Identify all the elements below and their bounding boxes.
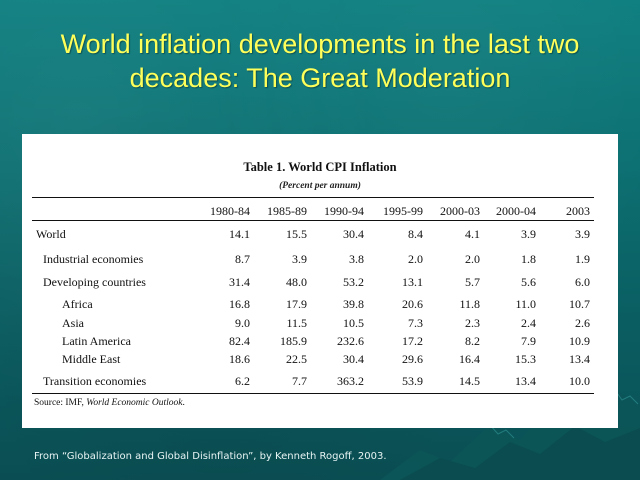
column-header: 1995-99: [383, 204, 423, 218]
table-cell: 30.4: [343, 227, 364, 241]
table-panel: Table 1. World CPI Inflation (Percent pe…: [22, 134, 618, 428]
column-header: 2003: [566, 204, 590, 218]
slide-title: World inflation developments in the last…: [20, 27, 620, 95]
table-cell: 3.8: [349, 252, 364, 266]
table-cell: 1.9: [575, 252, 590, 266]
column-header: 1985-89: [267, 204, 307, 218]
table-cell: 363.2: [337, 374, 364, 388]
table-cell: 11.8: [459, 297, 480, 311]
table-cell: 8.7: [235, 252, 250, 266]
table-cell: 13.1: [402, 275, 423, 289]
table-cell: 5.6: [521, 275, 536, 289]
row-label: Transition economies: [43, 374, 147, 388]
table-cell: 7.7: [292, 374, 307, 388]
table-cell: 29.6: [402, 352, 423, 366]
table-cell: 2.0: [408, 252, 423, 266]
source-title: World Economic Outlook: [86, 398, 183, 408]
table-cell: 10.7: [569, 297, 590, 311]
table-cell: 17.2: [402, 334, 423, 348]
table-cell: 11.5: [286, 316, 307, 330]
table-cell: 15.5: [286, 227, 307, 241]
table-cell: 185.9: [280, 334, 307, 348]
attribution-footnote: From “Globalization and Global Disinflat…: [34, 451, 387, 462]
table-cell: 3.9: [521, 227, 536, 241]
table-cell: 30.4: [343, 352, 364, 366]
row-label: Middle East: [62, 352, 121, 366]
table-cell: 2.0: [465, 252, 480, 266]
table-cell: 2.6: [575, 316, 590, 330]
table-cell: 17.9: [286, 297, 307, 311]
table-cell: 20.6: [402, 297, 423, 311]
table-cell: 4.1: [465, 227, 480, 241]
table-subtitle: (Percent per annum): [279, 181, 361, 191]
table-cell: 8.2: [465, 334, 480, 348]
table-cell: 53.9: [402, 374, 423, 388]
table-cell: 9.0: [235, 316, 250, 330]
table-cell: 14.5: [459, 374, 480, 388]
table-cell: 10.9: [569, 334, 590, 348]
table-cell: 2.3: [465, 316, 480, 330]
table-cell: 1.8: [521, 252, 536, 266]
table-cell: 39.8: [343, 297, 364, 311]
table-cell: 48.0: [286, 275, 307, 289]
source-note: Source: IMF, World Economic Outlook.: [34, 398, 185, 408]
table-cell: 10.0: [569, 374, 590, 388]
table-cell: 13.4: [515, 374, 536, 388]
slide-title-line-1: World inflation developments in the last…: [60, 29, 580, 59]
table-cell: 7.9: [521, 334, 536, 348]
column-header: 2000-04: [496, 204, 536, 218]
source-prefix: Source: IMF,: [34, 398, 87, 408]
slide-title-line-2: decades: The Great Moderation: [129, 63, 511, 93]
source-suffix: .: [182, 398, 185, 408]
table-cell: 31.4: [229, 275, 250, 289]
table-cell: 53.2: [343, 275, 364, 289]
table-cell: 10.5: [343, 316, 364, 330]
row-label: Industrial economies: [43, 252, 144, 266]
column-header: 2000-03: [440, 204, 480, 218]
table-bottom-rule: [32, 393, 594, 394]
table-cell: 82.4: [229, 334, 250, 348]
table-cell: 8.4: [408, 227, 423, 241]
row-label: World: [36, 227, 66, 241]
table-cell: 6.0: [575, 275, 590, 289]
table-cell: 11.0: [515, 297, 536, 311]
table-cell: 15.3: [515, 352, 536, 366]
table-cell: 16.8: [229, 297, 250, 311]
table-cell: 6.2: [235, 374, 250, 388]
table-cell: 3.9: [292, 252, 307, 266]
table-cell: 232.6: [337, 334, 364, 348]
column-header: 1980-84: [210, 204, 250, 218]
row-label: Latin America: [62, 334, 131, 348]
row-label: Asia: [62, 316, 84, 330]
table-top-rule: [32, 197, 594, 198]
table-cell: 5.7: [465, 275, 480, 289]
table-header-rule: [32, 220, 594, 221]
table-cell: 18.6: [229, 352, 250, 366]
table-cell: 16.4: [459, 352, 480, 366]
row-label: Africa: [62, 297, 93, 311]
row-label: Developing countries: [43, 275, 146, 289]
table-cell: 22.5: [286, 352, 307, 366]
table-cell: 13.4: [569, 352, 590, 366]
column-header: 1990-94: [324, 204, 364, 218]
table-cell: 3.9: [575, 227, 590, 241]
table-cell: 14.1: [229, 227, 250, 241]
table-cell: 2.4: [521, 316, 536, 330]
table-cell: 7.3: [408, 316, 423, 330]
table-title: Table 1. World CPI Inflation: [243, 160, 397, 174]
